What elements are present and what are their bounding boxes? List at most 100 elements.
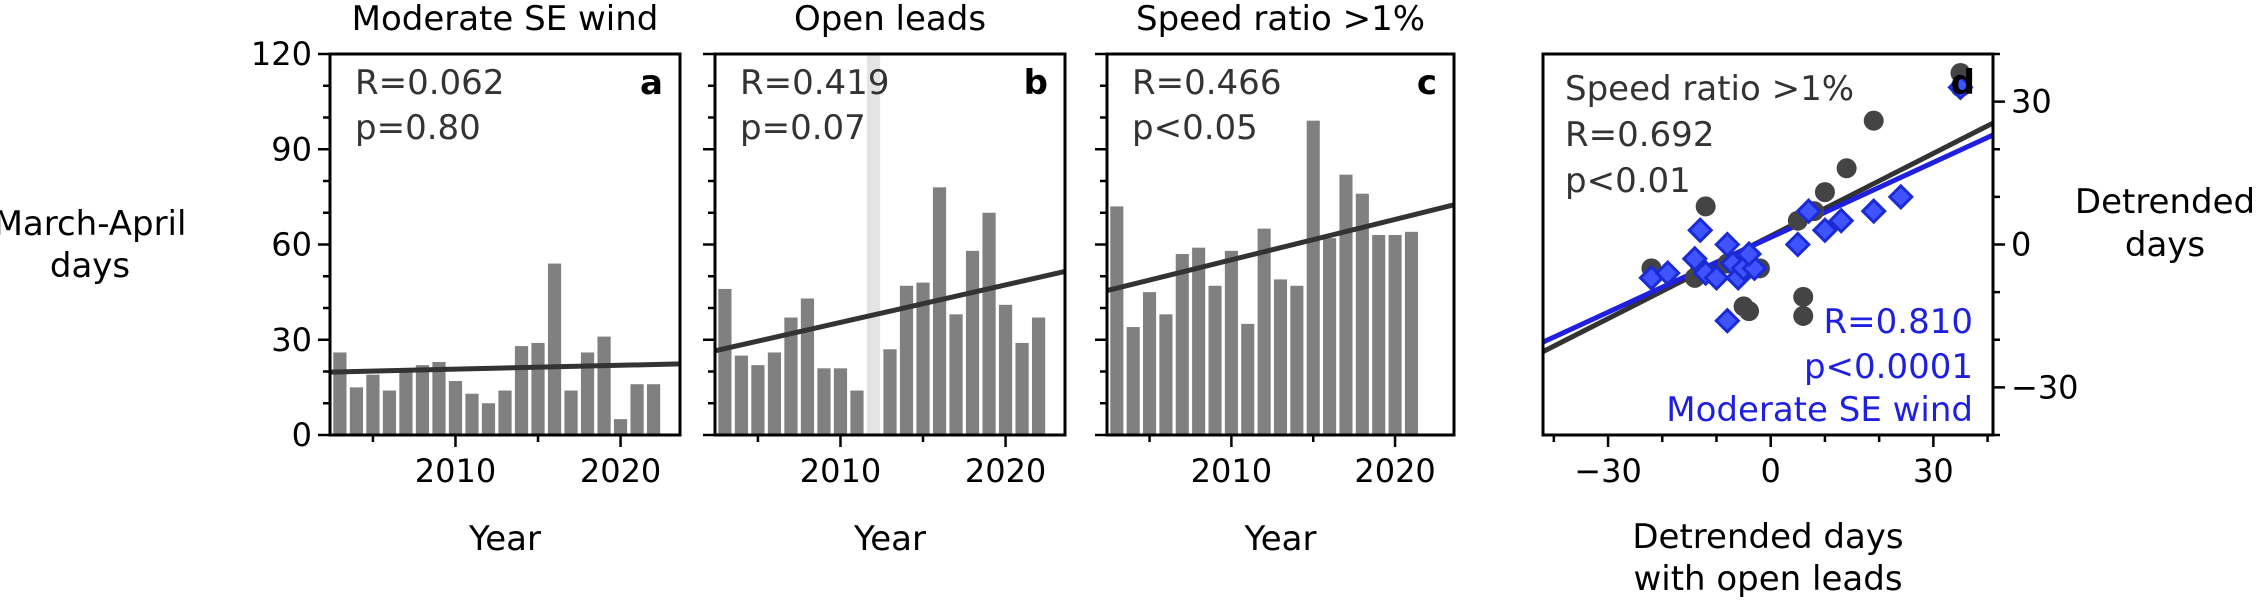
bar-2005	[366, 374, 380, 435]
panel-letter: b	[1024, 63, 1048, 103]
y-tick-label-120: 120	[251, 35, 312, 73]
bar-2006	[382, 390, 397, 435]
stat-r: R=0.466	[1132, 63, 1281, 103]
ylabel-line-1: March-April	[0, 204, 186, 244]
panel-c: 2010 2020 Speed ratio >1% Year R=0.466 p<0.05…	[1095, 0, 1456, 559]
bar-2016	[932, 187, 947, 435]
bar-2006	[767, 352, 782, 435]
y-tick-label-0: 0	[2011, 226, 2031, 264]
bar-2017	[564, 390, 578, 435]
bar-2014	[514, 346, 529, 435]
panel-letter: d	[1951, 63, 1975, 103]
moderate-se-wind-point-18	[1887, 183, 1914, 210]
bar-2020	[1388, 234, 1402, 435]
bar-2013	[498, 390, 512, 435]
x-tick-label-2020: 2020	[580, 452, 661, 490]
moderate-se-wind-point-5	[1703, 264, 1730, 291]
x-axis-label-line-1: Detrended days	[1632, 517, 1903, 557]
panel-a: 2010 2020 0 30 60 90 120 Moderate SE wind Year R=…	[251, 0, 682, 559]
bar-2017	[949, 314, 963, 435]
bar-2021	[1015, 342, 1029, 435]
stat-black-line-3: p<0.01	[1565, 161, 1691, 201]
bar-2017	[1339, 174, 1353, 435]
bar-2014	[1290, 285, 1304, 435]
bar-2003	[333, 352, 347, 435]
bar-2003	[1110, 206, 1124, 435]
moderate-se-wind-point-6	[1714, 231, 1741, 258]
moderate-se-wind-point-15	[1811, 217, 1839, 244]
x-tick-label--30: −30	[1574, 452, 1642, 490]
bar-2013	[1273, 279, 1288, 435]
speed-ratio-point-15	[1863, 110, 1884, 131]
x-tick-label-2010: 2010	[415, 452, 496, 490]
x-axis-label-line-2: with open leads	[1633, 559, 1902, 599]
bar-2022	[1031, 317, 1046, 435]
bar-2022	[646, 384, 661, 435]
y-axis-label-line-2: days	[2125, 225, 2205, 265]
bar-2012	[481, 403, 496, 435]
stat-p: p<0.05	[1132, 108, 1258, 148]
y-tick-label-30: 30	[271, 321, 312, 359]
x-axis-label: Year	[1244, 519, 1317, 559]
panel-b: 2010 2020 Open leads Year R=0.419 p=0.07 b	[703, 0, 1067, 559]
bar-2009	[432, 361, 446, 435]
trend-line	[329, 361, 681, 375]
bar-2006	[1159, 314, 1173, 435]
moderate-se-wind-point-11	[1714, 307, 1741, 334]
bar-2011	[465, 393, 479, 435]
x-tick-label-2010: 2010	[1191, 452, 1272, 490]
y-tick-label-30: 30	[2011, 83, 2052, 121]
trend-line	[1106, 202, 1455, 293]
bar-2012	[1257, 228, 1271, 435]
y-axis-label-line-1: Detrended	[2075, 182, 2255, 222]
bar-2011	[850, 390, 864, 435]
bar-2019	[597, 336, 611, 435]
speed-ratio-point-16	[1950, 63, 1971, 84]
bar-2003	[718, 288, 732, 435]
y-tick-label-60: 60	[271, 226, 312, 264]
bar-2008	[800, 298, 815, 435]
bar-2009	[817, 368, 831, 435]
y-tick-label--30: −30	[2011, 368, 2079, 406]
moderate-se-wind-point-2	[1681, 245, 1708, 272]
speed-ratio-point-2	[1695, 196, 1716, 217]
stat-blue-line-3: Moderate SE wind	[1666, 390, 1973, 430]
bar-2020	[998, 304, 1013, 435]
moderate-se-wind-point-17	[1860, 198, 1887, 225]
bar-2018	[1355, 193, 1369, 435]
moderate-se-wind-point-16	[1828, 207, 1855, 234]
x-axis-label: Year	[468, 519, 541, 559]
x-tick-label-0: 0	[1761, 452, 1781, 490]
bar-2014	[899, 285, 914, 435]
bar-2005	[1143, 292, 1157, 435]
bar-2010	[448, 381, 463, 435]
bar-2016	[547, 263, 562, 435]
panel-title: Moderate SE wind	[352, 0, 659, 39]
x-axis-label: Year	[853, 519, 926, 559]
bar-2018	[965, 250, 980, 435]
moderate-se-wind-point-14	[1795, 198, 1822, 225]
stat-r: R=0.419	[740, 63, 889, 103]
stat-r: R=0.062	[355, 63, 504, 103]
bar-2007	[399, 371, 413, 435]
bar-2007	[784, 317, 798, 435]
speed-ratio-point-13	[1814, 182, 1835, 203]
stat-blue-line-1: R=0.810	[1824, 302, 1973, 342]
shared-ylabel: March-April days	[0, 204, 186, 286]
ylabel-line-2: days	[50, 246, 130, 286]
x-tick-label-30: 30	[1913, 452, 1954, 490]
bar-2015	[916, 282, 930, 435]
stat-p: p=0.07	[740, 108, 866, 148]
bar-2021	[1404, 231, 1418, 435]
bar-2020	[613, 419, 628, 435]
panel-title: Speed ratio >1%	[1136, 0, 1425, 39]
bar-2019	[982, 212, 996, 435]
bar-2010	[833, 368, 848, 435]
bar-2018	[580, 352, 595, 435]
stat-blue-line-2: p<0.0001	[1804, 347, 1973, 387]
bar-2007	[1175, 254, 1189, 435]
speed-ratio-point-14	[1836, 158, 1857, 179]
bar-2021	[630, 384, 644, 435]
